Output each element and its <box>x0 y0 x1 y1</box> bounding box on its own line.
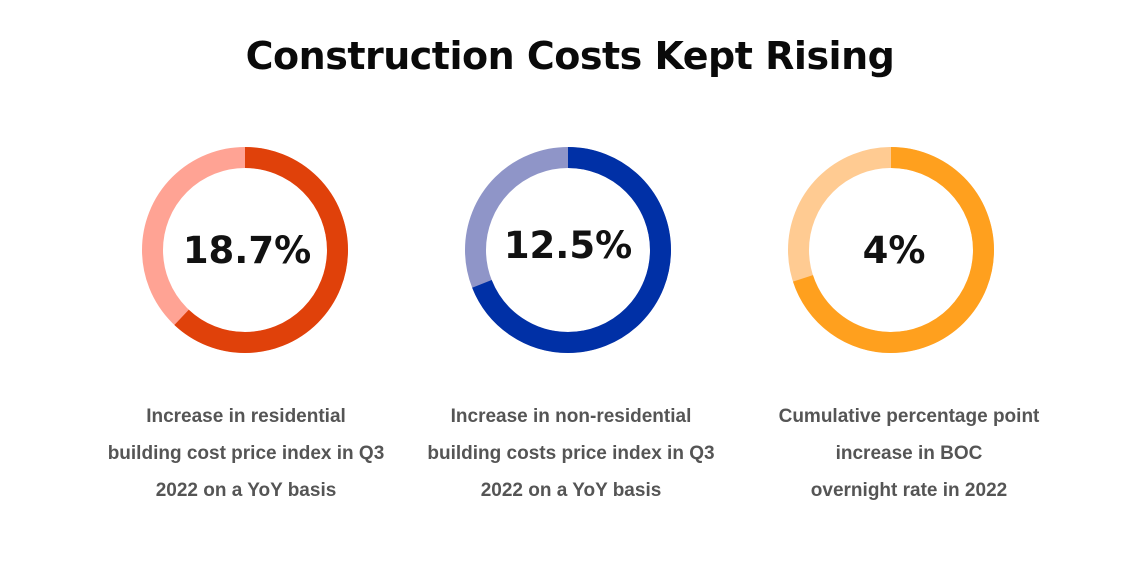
donut-chart-residential: 18.7% <box>142 147 348 353</box>
caption-line: 2022 on a YoY basis <box>480 480 662 501</box>
donut-value-label: 12.5% <box>504 224 632 267</box>
caption-line: building cost price index in Q3 <box>107 443 385 464</box>
donut-highlight-arc <box>465 147 671 353</box>
caption-line: Increase in residential <box>146 406 346 427</box>
caption-line: Cumulative percentage point <box>778 406 1040 427</box>
caption-line: overnight rate in 2022 <box>810 480 1008 501</box>
donut-highlight-arc <box>788 147 994 353</box>
chart-title: Construction Costs Kept Rising <box>245 34 895 78</box>
donut-value-label: 4% <box>863 229 926 272</box>
caption-line: Increase in non-residential <box>450 406 692 427</box>
caption-line: 2022 on a YoY basis <box>155 480 337 501</box>
donut-value-label: 18.7% <box>183 229 311 272</box>
donut-caption-non-residential: Increase in non-residential building cos… <box>401 398 741 509</box>
donut-caption-boc-rate: Cumulative percentage point increase in … <box>739 398 1079 509</box>
donut-chart-non-residential: 12.5% <box>465 147 671 353</box>
caption-line: building costs price index in Q3 <box>427 443 715 464</box>
donut-highlight-arc <box>142 147 348 353</box>
caption-line: increase in BOC <box>835 443 983 464</box>
donut-chart-boc-rate: 4% <box>788 147 994 353</box>
donut-caption-residential: Increase in residential building cost pr… <box>76 398 416 509</box>
